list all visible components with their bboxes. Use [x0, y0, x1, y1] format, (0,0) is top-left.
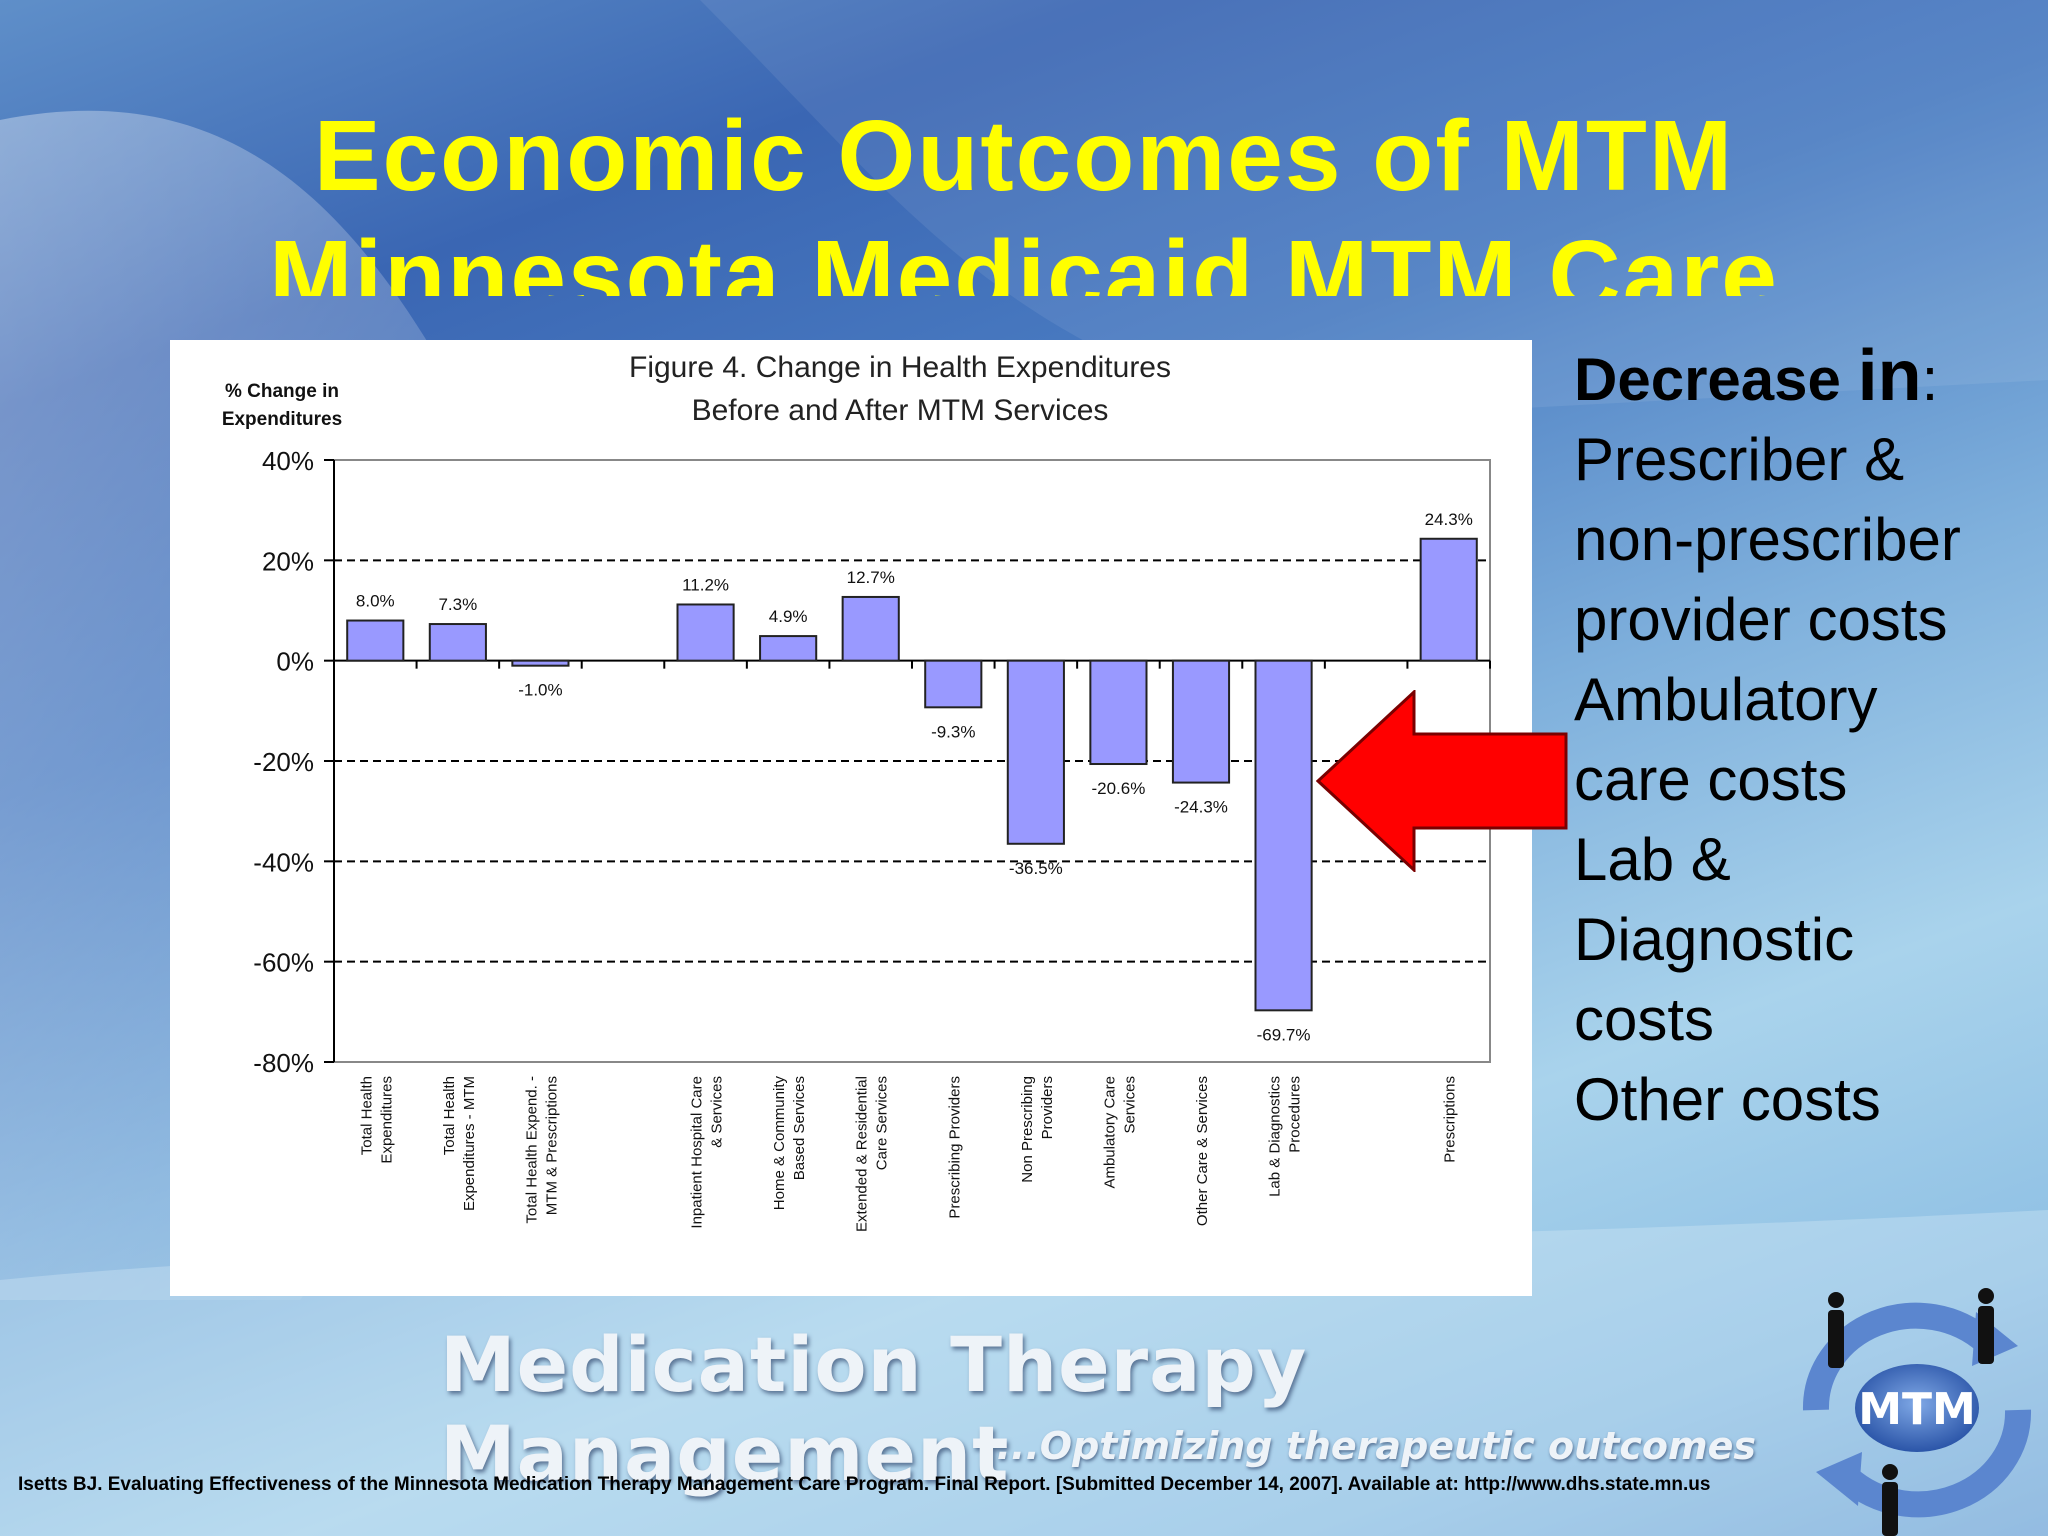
logo-text: MTM: [1858, 1384, 1976, 1435]
x-category-label: Prescriptions: [1442, 1076, 1459, 1163]
data-label: 4.9%: [769, 607, 808, 626]
bar: [676, 603, 735, 662]
bar: [1006, 659, 1065, 845]
bar: [841, 595, 900, 662]
bar: [346, 619, 405, 662]
decrease-heading-word: Decrease: [1574, 346, 1858, 413]
x-category-label: Expenditures - MTM: [461, 1076, 478, 1211]
list-item: Other costs: [1574, 1066, 1881, 1133]
decrease-heading: Decrease in:: [1574, 336, 2044, 420]
x-category-label: Non Prescribing: [1019, 1076, 1036, 1183]
bar: [428, 623, 487, 662]
x-category-label: MTM & Prescriptions: [543, 1076, 560, 1215]
chart-subtitle: Before and After MTM Services: [692, 394, 1109, 427]
bar: [759, 635, 818, 662]
x-category-label: Total Health Expend. -: [523, 1076, 540, 1224]
list-item: Diagnostic: [1574, 906, 1855, 973]
data-label: 11.2%: [682, 575, 729, 594]
list-item: costs: [1574, 986, 1715, 1053]
slide-title: Economic Outcomes of MTM Minnesota Medic…: [0, 96, 2048, 296]
y-tick-label: -40%: [253, 847, 314, 877]
x-category-label: Total Health: [441, 1076, 458, 1155]
decrease-list: Decrease in: Prescriber & non-prescriber…: [1574, 336, 2044, 1140]
brand-tagline: ...Optimizing therapeutic outcomes: [996, 1424, 1756, 1468]
bar: [1089, 659, 1148, 766]
y-axis-label-line-1: % Change in: [225, 381, 339, 402]
data-label: -1.0%: [518, 681, 562, 700]
list-item: care costs: [1574, 746, 1848, 813]
data-label: 12.7%: [847, 568, 895, 587]
y-tick-label: 20%: [262, 546, 314, 576]
data-label: 8.0%: [356, 592, 395, 611]
data-label: -36.5%: [1009, 859, 1063, 878]
x-category-label: Total Health: [358, 1076, 375, 1155]
bar: [924, 659, 983, 709]
chart-panel: Figure 4. Change in Health Expenditures …: [170, 340, 1532, 1296]
title-line-2: Minnesota Medicaid MTM Care: [269, 220, 1779, 296]
brand-name: Medication Therapy Management: [440, 1320, 1308, 1498]
title-line-1: Economic Outcomes of MTM: [313, 100, 1735, 212]
data-label: -20.6%: [1091, 779, 1145, 798]
list-item: provider costs: [1574, 586, 1948, 653]
list-item: non-prescriber: [1574, 506, 1961, 573]
y-axis-label-line-2: Expenditures: [222, 409, 342, 430]
decrease-heading-in: in: [1857, 336, 1922, 416]
x-category-label: Services: [1121, 1076, 1138, 1134]
x-category-label: Ambulatory Care: [1101, 1076, 1118, 1189]
y-tick-label: 40%: [262, 446, 314, 476]
y-tick-label: -20%: [253, 747, 314, 777]
list-item: Lab &: [1574, 826, 1731, 893]
x-category-label: Home & Community: [771, 1076, 788, 1211]
x-category-label: Prescribing Providers: [946, 1076, 963, 1219]
bar: [511, 659, 570, 667]
chart-title: Figure 4. Change in Health Expenditures: [629, 351, 1171, 384]
x-category-label: & Services: [709, 1076, 726, 1148]
list-item: Prescriber &: [1574, 426, 1905, 493]
data-label: -69.7%: [1257, 1025, 1311, 1044]
citation-text: Isetts BJ. Evaluating Effectiveness of t…: [18, 1474, 1711, 1495]
x-category-label: Other Care & Services: [1194, 1076, 1211, 1226]
x-category-label: Care Services: [874, 1076, 891, 1170]
mtm-logo: MTM: [1802, 1288, 2032, 1536]
x-category-label: Based Services: [791, 1076, 808, 1180]
x-category-label: Providers: [1039, 1076, 1056, 1139]
y-tick-label: -60%: [253, 948, 314, 978]
x-category-label: Lab & Diagnostics: [1267, 1076, 1284, 1197]
list-item: Ambulatory: [1574, 666, 1878, 733]
x-category-label: Inpatient Hospital Care: [689, 1076, 706, 1229]
data-label: 7.3%: [438, 595, 477, 614]
x-category-label: Expenditures: [378, 1076, 395, 1164]
plot-area: 40% 20% 0% -20% -40% -60% -80% 8.0% Total Health…: [253, 446, 1491, 1232]
bar: [1419, 537, 1478, 662]
data-label: -9.3%: [931, 722, 975, 741]
data-label: 24.3%: [1425, 510, 1473, 529]
bar-chart: Figure 4. Change in Health Expenditures …: [222, 351, 1491, 1232]
x-category-label: Procedures: [1287, 1076, 1304, 1153]
x-category-label: Extended & Residential: [854, 1076, 871, 1232]
data-label: -24.3%: [1174, 798, 1228, 817]
bar: [1171, 659, 1231, 784]
decrease-heading-colon: :: [1921, 346, 1939, 413]
bar: [1254, 659, 1313, 1012]
y-tick-label: -80%: [253, 1048, 314, 1078]
red-arrow-pointer: [1316, 690, 1568, 872]
y-tick-label: 0%: [276, 647, 314, 677]
